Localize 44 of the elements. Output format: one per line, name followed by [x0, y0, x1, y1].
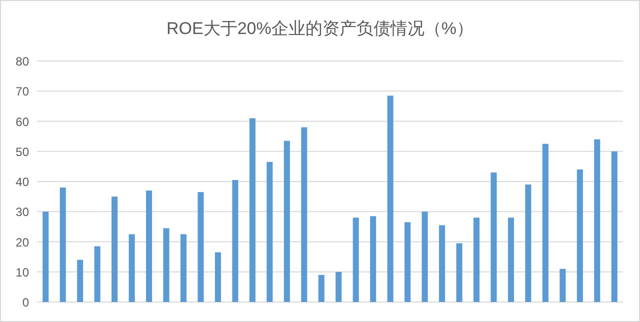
bar — [180, 234, 187, 302]
y-tick-label: 70 — [16, 84, 30, 99]
bar — [525, 184, 532, 302]
bar — [352, 218, 359, 302]
bar — [560, 268, 566, 302]
bar — [422, 212, 428, 302]
bar — [576, 169, 583, 302]
bar — [439, 225, 446, 302]
bar — [128, 234, 135, 302]
bar — [542, 144, 548, 302]
bar — [336, 272, 342, 302]
bar — [112, 196, 118, 302]
y-tick-label: 60 — [16, 114, 30, 129]
y-tick-label: 50 — [16, 144, 30, 159]
bar — [266, 162, 273, 302]
bar — [370, 216, 376, 302]
y-tick-label: 10 — [16, 265, 30, 280]
bar — [198, 192, 204, 302]
bar — [163, 228, 170, 302]
y-tick-label: 20 — [16, 235, 30, 250]
bar — [508, 218, 514, 302]
bar — [490, 172, 497, 302]
chart-title: ROE大于20%企业的资产负债情况（%） — [166, 19, 474, 38]
bar — [594, 139, 600, 302]
bar — [404, 222, 411, 302]
bar — [249, 118, 256, 302]
bar — [60, 188, 66, 302]
bar — [473, 218, 480, 302]
bar — [387, 96, 394, 302]
y-tick-label: 40 — [16, 175, 30, 189]
y-tick-label: 0 — [22, 296, 30, 310]
bar — [146, 190, 152, 302]
y-tick-label: 30 — [16, 205, 30, 220]
bar — [214, 252, 221, 302]
bar — [94, 246, 100, 302]
bar — [232, 180, 238, 302]
bar — [301, 127, 308, 302]
y-tick-label: 80 — [16, 54, 30, 68]
bar — [42, 212, 49, 302]
bar — [456, 243, 462, 302]
bar — [611, 151, 618, 302]
bar — [284, 140, 290, 302]
bar — [318, 274, 324, 302]
bar — [77, 260, 84, 302]
